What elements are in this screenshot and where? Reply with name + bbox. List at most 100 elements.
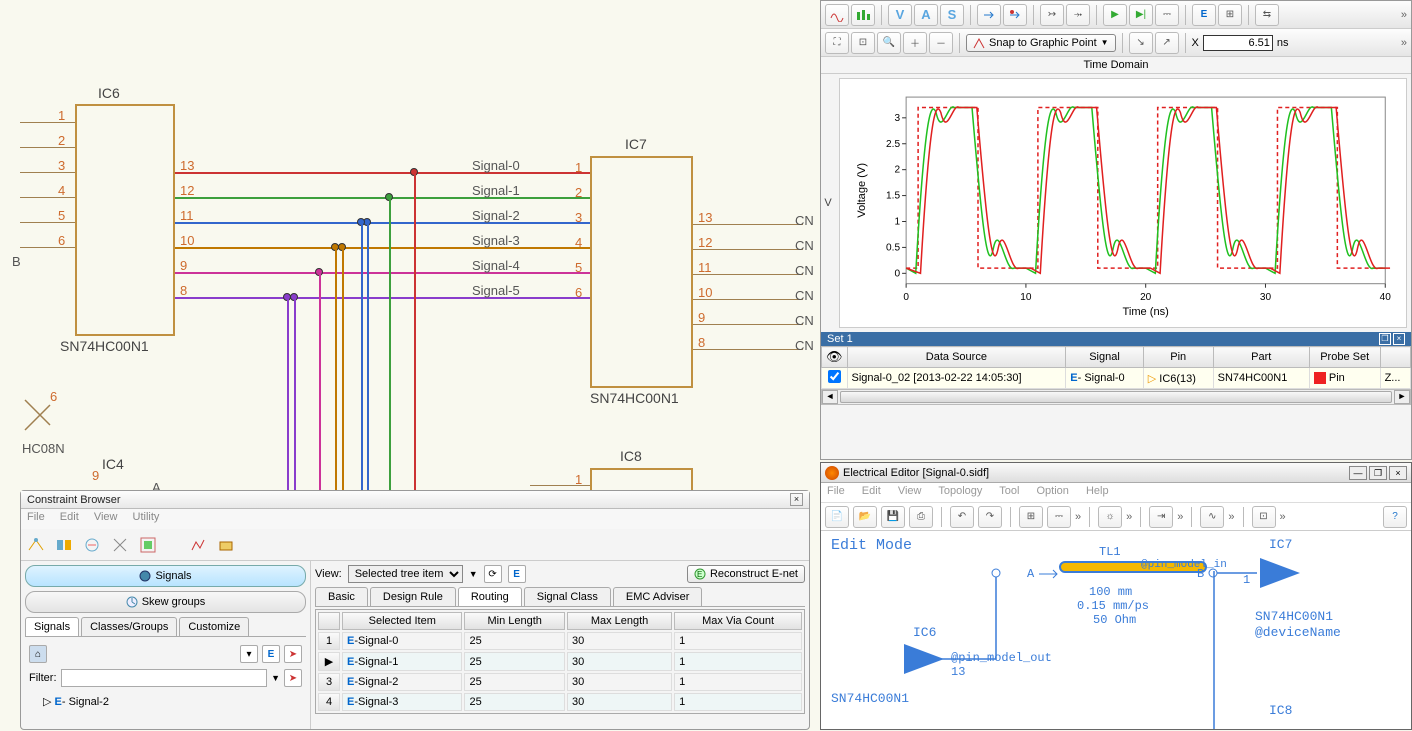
- table-row[interactable]: ▶E-Signal-125301: [318, 652, 802, 671]
- restore-icon[interactable]: ❐: [1379, 333, 1391, 345]
- menu-edit[interactable]: Edit: [60, 511, 79, 523]
- home-icon[interactable]: ⌂: [29, 645, 47, 663]
- zoom-fit-icon[interactable]: ⛶: [825, 32, 849, 54]
- new-icon[interactable]: 📄: [825, 506, 849, 528]
- close-icon[interactable]: ×: [1393, 333, 1405, 345]
- skew-groups-button[interactable]: Skew groups: [25, 591, 306, 613]
- maximize-icon[interactable]: ❐: [1369, 466, 1387, 480]
- tool-icon[interactable]: ∿: [1200, 506, 1224, 528]
- ee-canvas[interactable]: Edit Mode IC6 @pin_model_out 13 SN74HC00…: [821, 531, 1411, 729]
- tool-icon[interactable]: ⎓: [1155, 4, 1179, 26]
- tool-icon[interactable]: ⊡: [1252, 506, 1276, 528]
- tab-basic[interactable]: Basic: [315, 587, 368, 606]
- x-input[interactable]: [1203, 35, 1273, 51]
- menu-option[interactable]: Option: [1037, 485, 1069, 497]
- menu-help[interactable]: Help: [1086, 485, 1109, 497]
- grid-header[interactable]: Min Length: [464, 612, 564, 630]
- filter-input[interactable]: [61, 669, 268, 687]
- save-icon[interactable]: 💾: [881, 506, 905, 528]
- grid-header[interactable]: [318, 612, 340, 630]
- signals-button[interactable]: Signals: [25, 565, 306, 587]
- zoom-region-icon[interactable]: ⊡: [851, 32, 875, 54]
- menu-view[interactable]: View: [898, 485, 922, 497]
- scroll-right-icon[interactable]: ►: [1394, 390, 1410, 404]
- minimize-icon[interactable]: —: [1349, 466, 1367, 480]
- tool-icon[interactable]: ⎙: [909, 506, 933, 528]
- tool-icon[interactable]: [1003, 4, 1027, 26]
- tool-icon[interactable]: [851, 4, 875, 26]
- cb-menubar[interactable]: File Edit View Utility: [21, 509, 809, 529]
- table-row[interactable]: 1E-Signal-025301: [318, 632, 802, 650]
- a-button[interactable]: A: [914, 4, 938, 26]
- play-icon[interactable]: ▶: [1103, 4, 1127, 26]
- menu-topology[interactable]: Topology: [938, 485, 982, 497]
- grid-header[interactable]: Max Length: [567, 612, 672, 630]
- v-button[interactable]: V: [888, 4, 912, 26]
- tab-customize[interactable]: Customize: [179, 617, 249, 636]
- set-header[interactable]: Set 1 ❐×: [821, 332, 1411, 346]
- cb-titlebar[interactable]: Constraint Browser ×: [21, 491, 809, 509]
- waveform-chart[interactable]: 01020304000.511.522.53Time (ns)Voltage (…: [839, 78, 1407, 328]
- grid-header[interactable]: [1380, 347, 1410, 368]
- e-icon[interactable]: E: [262, 645, 280, 663]
- zoom-in-icon[interactable]: ＋: [903, 32, 927, 54]
- grid-header[interactable]: Probe Set: [1309, 347, 1380, 368]
- tool-icon[interactable]: ⤞: [1066, 4, 1090, 26]
- zoom-out-icon[interactable]: －: [929, 32, 953, 54]
- tool-icon[interactable]: [217, 536, 235, 554]
- menu-file[interactable]: File: [27, 511, 45, 523]
- e-icon[interactable]: E: [508, 565, 526, 583]
- tool-icon[interactable]: [825, 4, 849, 26]
- tool-icon[interactable]: [139, 536, 157, 554]
- menu-file[interactable]: File: [827, 485, 845, 497]
- tool-icon[interactable]: ↘: [1129, 32, 1153, 54]
- menu-utility[interactable]: Utility: [133, 511, 160, 523]
- grid-header[interactable]: Signal: [1066, 347, 1143, 368]
- tab-design-rule[interactable]: Design Rule: [370, 587, 456, 606]
- horizontal-scrollbar[interactable]: ◄ ►: [821, 389, 1411, 405]
- scroll-left-icon[interactable]: ◄: [822, 390, 838, 404]
- menu-tool[interactable]: Tool: [999, 485, 1019, 497]
- zoom-icon[interactable]: 🔍: [877, 32, 901, 54]
- tool-icon[interactable]: [111, 536, 129, 554]
- snap-dropdown[interactable]: Snap to Graphic Point ▼: [966, 34, 1116, 52]
- tab-classes[interactable]: Classes/Groups: [81, 617, 177, 636]
- tab-signals[interactable]: Signals: [25, 617, 79, 636]
- tool-icon[interactable]: ↗: [1155, 32, 1179, 54]
- table-row[interactable]: 3E-Signal-225301: [318, 673, 802, 691]
- open-icon[interactable]: 📂: [853, 506, 877, 528]
- close-icon[interactable]: ×: [1389, 466, 1407, 480]
- tool-icon[interactable]: ☼: [1098, 506, 1122, 528]
- routing-grid[interactable]: Selected ItemMin LengthMax LengthMax Via…: [315, 609, 805, 714]
- reconstruct-button[interactable]: E Reconstruct E-net: [687, 565, 805, 583]
- ee-titlebar[interactable]: Electrical Editor [Signal-0.sidf] — ❐ ×: [821, 463, 1411, 483]
- grid-header[interactable]: Data Source: [847, 347, 1066, 368]
- grid-header[interactable]: Max Via Count: [674, 612, 802, 630]
- undo-icon[interactable]: ↶: [950, 506, 974, 528]
- tool-icon[interactable]: [27, 536, 45, 554]
- tool-icon[interactable]: [55, 536, 73, 554]
- menu-view[interactable]: View: [94, 511, 118, 523]
- grid-header[interactable]: Part: [1213, 347, 1309, 368]
- tab-routing[interactable]: Routing: [458, 587, 522, 606]
- table-row[interactable]: 4E-Signal-325301: [318, 693, 802, 711]
- grid-header[interactable]: Selected Item: [342, 612, 462, 630]
- tool-icon[interactable]: [189, 536, 207, 554]
- s-button[interactable]: S: [940, 4, 964, 26]
- tool-icon[interactable]: ⇆: [1255, 4, 1279, 26]
- visibility-checkbox[interactable]: [828, 370, 841, 383]
- ee-menubar[interactable]: File Edit View Topology Tool Option Help: [821, 483, 1411, 503]
- tool-icon[interactable]: ⇥: [1149, 506, 1173, 528]
- filter-icon[interactable]: ▾: [240, 645, 258, 663]
- set-grid[interactable]: 👁Data SourceSignalPinPartProbe Set Signa…: [821, 346, 1411, 389]
- arrow-icon[interactable]: ➤: [284, 645, 302, 663]
- tool-icon[interactable]: E: [1192, 4, 1216, 26]
- close-icon[interactable]: ×: [790, 493, 803, 506]
- tree-item[interactable]: ▷ E- Signal-2: [29, 693, 302, 710]
- tool-icon[interactable]: [83, 536, 101, 554]
- filter-go-icon[interactable]: ➤: [284, 669, 302, 687]
- grid-header[interactable]: Pin: [1143, 347, 1213, 368]
- tab-signal-class[interactable]: Signal Class: [524, 587, 611, 606]
- tool-icon[interactable]: [977, 4, 1001, 26]
- tool-icon[interactable]: ↣: [1040, 4, 1064, 26]
